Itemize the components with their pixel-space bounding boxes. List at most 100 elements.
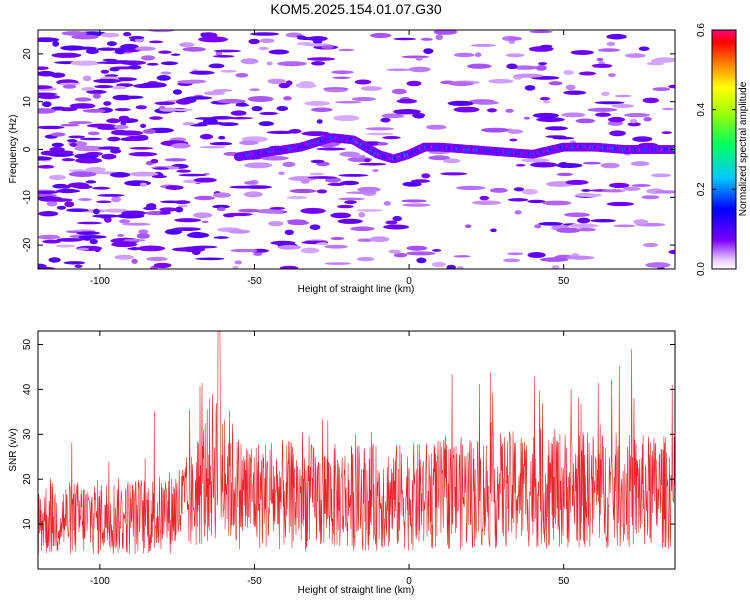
spectrogram-cell xyxy=(470,44,496,47)
spectrogram-cell xyxy=(623,186,641,191)
spectrogram-cell xyxy=(402,181,422,187)
spectrogram-cell xyxy=(98,146,120,150)
spectrogram-x-axis-label: Height of straight line (km) xyxy=(298,284,415,295)
spectrogram-cell xyxy=(577,217,591,224)
spectrogram-cell xyxy=(393,253,408,258)
spectrogram-cell xyxy=(248,38,260,45)
spectrogram-cell xyxy=(234,260,243,265)
spectrogram-cell xyxy=(113,124,129,130)
spectrogram-cell xyxy=(60,189,81,193)
spectrogram-cell xyxy=(643,117,652,122)
spectrogram-cell xyxy=(487,108,497,113)
spectrogram-cell xyxy=(423,48,434,54)
spectrogram-cell xyxy=(209,142,233,146)
spectrogram-cell xyxy=(453,52,475,58)
spectrogram-cell xyxy=(565,84,576,91)
spectrogram-cell xyxy=(380,117,391,123)
spectrogram-cell xyxy=(456,185,486,191)
spectrogram-cell xyxy=(416,257,427,264)
spectrogram-cell xyxy=(159,207,178,212)
spectrogram-cell xyxy=(481,127,510,133)
spectrogram-cell xyxy=(344,200,357,205)
spectrogram-cell xyxy=(203,91,226,96)
spectrogram-cell xyxy=(296,36,325,41)
spectrogram-cell xyxy=(310,159,325,164)
spectrogram-cell xyxy=(103,101,112,106)
spectrogram-cell xyxy=(59,82,82,86)
spectrogram-cell xyxy=(488,78,514,84)
spectrogram-cell xyxy=(38,165,55,169)
spectrogram-x-axis: -100 -50 0 50 xyxy=(90,30,570,287)
spectrogram-cell xyxy=(82,109,106,113)
spectrogram-cell xyxy=(638,46,650,51)
spectrogram-cell xyxy=(38,263,47,269)
spectrogram-cell xyxy=(71,34,99,40)
spectrogram-cell xyxy=(472,200,502,205)
spectrogram-cell xyxy=(383,201,391,206)
spectrogram-x-tick-label: 0 xyxy=(406,276,412,287)
spectrogram-cell xyxy=(563,90,587,95)
spectrogram-cell xyxy=(238,208,260,213)
spectrogram-cell xyxy=(220,69,237,73)
spectrogram-cell xyxy=(507,36,523,41)
spectrogram-cell xyxy=(123,239,146,242)
spectrogram-cell xyxy=(524,85,536,91)
spectrogram-cell xyxy=(110,148,122,154)
spectrogram-cell xyxy=(236,102,248,107)
spectrogram-cell xyxy=(280,265,299,269)
spectrogram-cell xyxy=(446,264,456,269)
spectrogram-cell xyxy=(538,62,548,66)
spectrogram-cell xyxy=(243,185,272,189)
spectrogram-cell xyxy=(56,205,66,210)
spectrogram-cell xyxy=(76,231,101,235)
spectrogram-cell xyxy=(51,142,64,148)
spectrogram-cell xyxy=(52,40,60,47)
spectrogram-cell xyxy=(401,199,427,203)
spectrogram-cell xyxy=(633,219,649,225)
spectrogram-cell xyxy=(338,174,369,177)
spectrogram-cell xyxy=(381,113,404,119)
spectrogram-cell xyxy=(68,135,86,139)
spectrogram-cell xyxy=(339,151,360,157)
spectrogram-cell xyxy=(170,53,181,56)
spectrogram-cell xyxy=(96,47,118,51)
spectrogram-cell xyxy=(66,208,89,212)
snr-x-axis-label: Height of straight line (km) xyxy=(298,585,415,596)
spectrogram-cell xyxy=(129,147,154,150)
spectrogram-cell xyxy=(92,93,102,99)
spectrogram-cell xyxy=(357,256,375,262)
spectrogram-cell xyxy=(252,252,263,256)
spectrogram-cell xyxy=(38,156,53,161)
spectrogram-cell xyxy=(652,87,671,91)
spectrogram-cell xyxy=(489,187,508,193)
spectrogram-cell xyxy=(181,246,206,253)
spectrogram-cell xyxy=(456,266,464,269)
spectrogram-cell xyxy=(56,238,83,242)
spectrogram-cell xyxy=(357,186,381,193)
spectrogram-cell xyxy=(118,219,131,224)
spectrogram-cell xyxy=(372,169,379,173)
snr-panel: -100 -50 0 50 10 20 30 40 50 Height of straight… xyxy=(8,330,676,596)
spectrogram-cell xyxy=(128,152,158,157)
spectrogram-cell xyxy=(575,118,596,124)
spectrogram-cell xyxy=(199,146,226,149)
spectrogram-cell xyxy=(540,44,553,49)
spectrogram-cell xyxy=(449,81,474,86)
spectrogram-cell xyxy=(140,123,147,128)
spectrogram-cell xyxy=(405,251,436,256)
spectrogram-cell xyxy=(330,212,352,219)
spectrogram-cell xyxy=(146,256,168,262)
spectrogram-cell xyxy=(538,222,564,226)
spectrogram-cell xyxy=(563,70,574,75)
spectrogram-cell xyxy=(202,118,218,125)
spectrogram-cell xyxy=(360,86,383,91)
spectrogram-cell xyxy=(420,37,433,41)
spectrogram-cell xyxy=(110,129,130,136)
spectrogram-cell xyxy=(365,132,394,136)
spectrogram-cell xyxy=(213,49,242,53)
spectrogram-cell xyxy=(158,50,172,54)
spectrogram-cell xyxy=(164,158,187,162)
spectrogram-cell xyxy=(668,84,675,89)
spectrogram-cell xyxy=(175,206,184,213)
spectrogram-cell xyxy=(135,46,156,51)
